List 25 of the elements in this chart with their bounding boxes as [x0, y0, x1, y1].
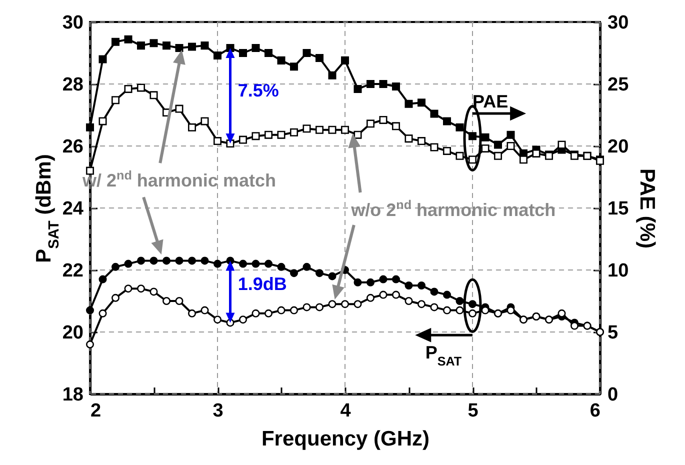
- y-tick-label: 18: [62, 384, 84, 406]
- x-tick-label: 6: [590, 400, 600, 422]
- y-tick-label: 30: [62, 12, 84, 34]
- y-tick-label: 20: [62, 322, 84, 344]
- x-tick-label: 5: [468, 400, 479, 422]
- y2-tick-label: 5: [608, 322, 618, 344]
- x-tick-label: 2: [90, 400, 102, 422]
- y-tick-label: 28: [62, 74, 84, 96]
- annotation: P$_{SAT}$: [425, 342, 462, 368]
- y2-tick-label: 10: [608, 260, 629, 282]
- annotation: PAE: [472, 91, 508, 112]
- annotation: 1.9dB: [238, 274, 287, 294]
- y2-tick-label: 30: [608, 12, 629, 34]
- y-tick-label: 22: [62, 260, 84, 282]
- x-tick-label: 3: [212, 400, 224, 422]
- x-tick-label: 4: [340, 400, 352, 422]
- annotation: 7.5%: [238, 80, 279, 100]
- y2-tick-label: 20: [608, 136, 629, 158]
- y2-tick-label: 0: [608, 384, 618, 406]
- x-axis-title: Frequency (GHz): [261, 428, 430, 450]
- y-tick-label: 26: [62, 136, 84, 158]
- y2-tick-label: 15: [608, 198, 630, 220]
- y2-tick-label: 25: [608, 74, 630, 96]
- y2-axis-title: PAE (%): [636, 168, 659, 249]
- y-tick-label: 24: [62, 198, 84, 220]
